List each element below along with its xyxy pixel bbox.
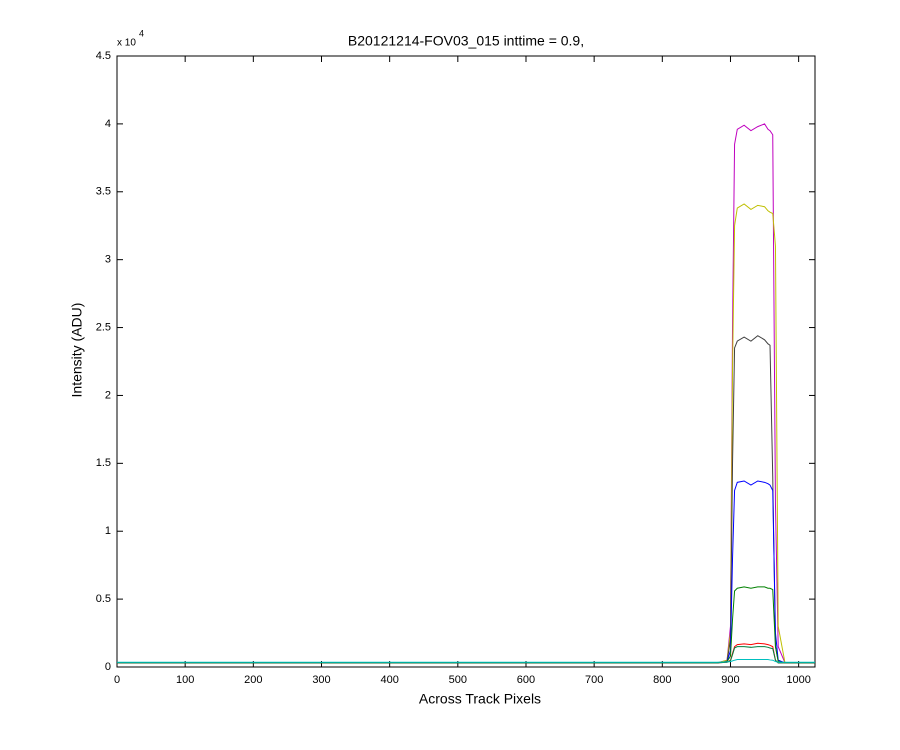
y-axis-label: Intensity (ADU) bbox=[69, 303, 85, 398]
x-tick-label: 500 bbox=[449, 674, 467, 686]
y-tick-label: 2.5 bbox=[96, 321, 111, 333]
x-tick-label: 900 bbox=[721, 674, 739, 686]
chart-title: B20121214-FOV03_015 inttime = 0.9, bbox=[348, 33, 584, 49]
series-line bbox=[117, 646, 815, 664]
y-tick-label: 1 bbox=[105, 525, 111, 537]
x-axis-label: Across Track Pixels bbox=[419, 691, 541, 707]
y-tick-label: 3.5 bbox=[96, 186, 111, 198]
x-tick-label: 100 bbox=[176, 674, 194, 686]
y-tick-label: 1.5 bbox=[96, 457, 111, 469]
y-tick-label: 2 bbox=[105, 389, 111, 401]
y-multiplier-exponent: 4 bbox=[139, 28, 144, 38]
plot-area bbox=[116, 55, 816, 668]
x-tick-label: 1000 bbox=[786, 674, 810, 686]
x-tick-label: 600 bbox=[517, 674, 535, 686]
x-tick-label: 0 bbox=[114, 674, 120, 686]
y-tick-label: 0 bbox=[105, 661, 111, 673]
y-tick-label: 4 bbox=[105, 118, 111, 130]
y-tick-label: 4.5 bbox=[96, 50, 111, 62]
x-tick-label: 400 bbox=[380, 674, 398, 686]
x-tick-label: 300 bbox=[312, 674, 330, 686]
y-multiplier-base: x 10 bbox=[117, 38, 136, 49]
x-tick-label: 200 bbox=[244, 674, 262, 686]
series-line bbox=[117, 659, 815, 663]
x-tick-label: 800 bbox=[653, 674, 671, 686]
y-tick-label: 0.5 bbox=[96, 593, 111, 605]
y-tick-label: 3 bbox=[105, 254, 111, 266]
x-tick-label: 700 bbox=[585, 674, 603, 686]
